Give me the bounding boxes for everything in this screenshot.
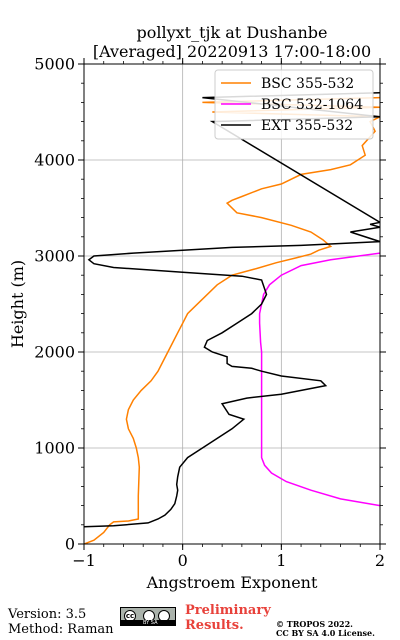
y-axis-label: Height (m) [8,260,27,348]
plot-frame [83,63,381,545]
series-layer [84,92,380,544]
series-line-2 [258,252,380,507]
cc-badge-strip: BY SA [121,620,175,626]
copyright-line-1: © TROPOS 2022. [276,619,353,629]
legend-box [214,69,374,140]
cc-icon: cc [124,610,136,622]
legend-label: EXT 355-532 [261,118,353,134]
version-label: Version: 3.5 [8,607,87,622]
x-tick-label: 0 [178,551,188,570]
chart-subtitle: [Averaged] 20220913 17:00-18:00 [93,42,371,61]
y-tick-label: 5000 [34,55,75,74]
y-tick-label: 3000 [34,247,75,266]
x-tick-label: −1 [72,551,96,570]
x-tick-label: 1 [276,551,286,570]
cc-badge-strip-text: BY SA [143,620,158,626]
x-tick-label: 2 [375,551,385,570]
y-tick-label: 4000 [34,151,75,170]
y-tick-label: 1000 [34,439,75,458]
copyright-note: © TROPOS 2022. CC BY SA 4.0 License. [276,620,375,638]
series-line-3 [84,92,380,528]
copyright-line-2: CC BY SA 4.0 License. [276,628,375,638]
preliminary-results-note: Preliminary Results. [185,603,271,633]
series-line-1 [84,96,380,544]
preliminary-line-1: Preliminary [185,603,271,618]
x-axis-label: Angstroem Exponent [146,573,318,592]
preliminary-line-2: Results. [185,618,244,633]
legend-label: BSC 355-532 [261,76,354,92]
cc-license-badge: cc BY SA [120,607,176,626]
legend: BSC 355-532 BSC 532-1064 EXT 355-532 [214,69,374,140]
method-label: Method: Raman [8,622,114,637]
y-tick-label: 0 [65,535,75,554]
legend-label: BSC 532-1064 [261,97,363,113]
y-tick-label: 2000 [34,343,75,362]
chart-title: pollyxt_tjk at Dushanbe [136,23,327,42]
